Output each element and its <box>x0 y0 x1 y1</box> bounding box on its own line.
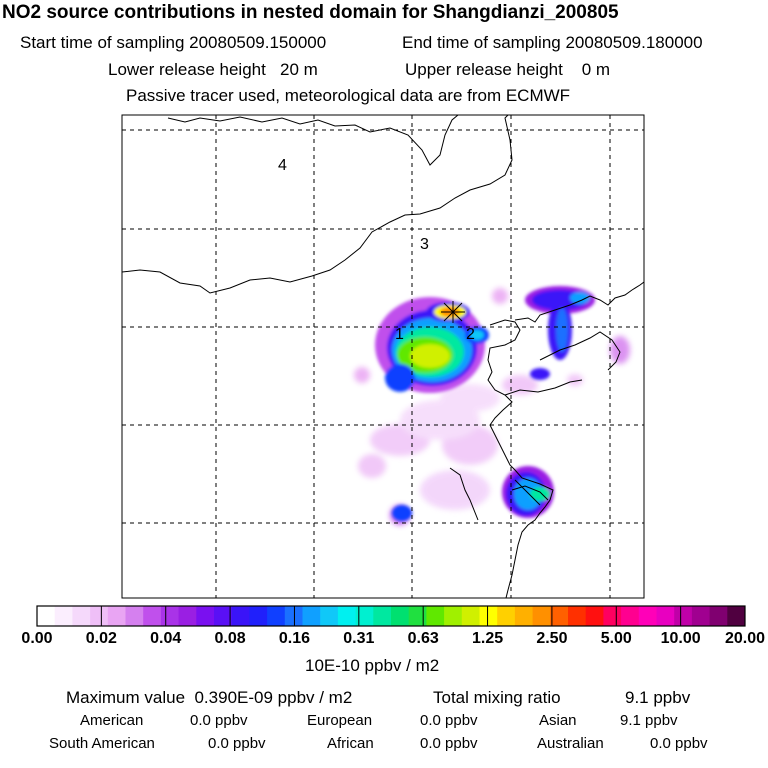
colorbar-cell <box>391 606 410 626</box>
colorbar-cell <box>54 606 73 626</box>
colorbar-cell <box>550 606 569 626</box>
colorbar-tick-label: 0.63 <box>407 630 439 647</box>
colorbar-cell <box>72 606 91 626</box>
colorbar-cell <box>603 606 622 626</box>
colorbar-tick-label: 0.08 <box>214 630 246 647</box>
colorbar-tick-label: 20.00 <box>724 630 766 647</box>
colorbar-cell <box>231 606 250 626</box>
colorbar-cell <box>373 606 392 626</box>
colorbar-cell <box>674 606 693 626</box>
colorbar-cell <box>479 606 498 626</box>
region-value-australian: 0.0 ppbv <box>650 735 708 752</box>
colorbar-tick-label: 0.00 <box>21 630 53 647</box>
coastline <box>122 115 644 598</box>
region-value-african: 0.0 ppbv <box>420 735 478 752</box>
colorbar-cell <box>461 606 480 626</box>
colorbar-cell <box>249 606 268 626</box>
colorbar-tick-label: 0.02 <box>85 630 117 647</box>
colorbar-cell <box>160 606 180 626</box>
colorbar-cell <box>196 606 215 626</box>
start-time-label: Start time of sampling 20080509.150000 <box>20 33 327 52</box>
colorbar-cell <box>621 606 640 626</box>
data-source-note: Passive tracer used, meteorological data… <box>126 86 571 105</box>
colorbar-cell <box>709 606 728 626</box>
colorbar-cell <box>37 606 56 626</box>
total-mixing-value: 9.1 ppbv <box>625 688 691 707</box>
region-name-african: African <box>327 735 374 752</box>
colorbar-cells <box>37 606 746 626</box>
colorbar-cell <box>125 606 144 626</box>
colorbar-cell <box>727 606 746 626</box>
region-label-3: 3 <box>420 236 429 253</box>
region-value-american: 0.0 ppbv <box>190 712 248 729</box>
region-name-american: American <box>80 712 144 729</box>
region-label-4: 4 <box>278 157 287 174</box>
colorbar-tick-label: 0.04 <box>150 630 182 647</box>
colorbar-unit: 10E-10 ppbv / m2 <box>305 656 440 675</box>
lower-release-label: Lower release height 20 m <box>108 60 318 79</box>
colorbar-cell <box>638 606 657 626</box>
colorbar-tick-label: 10.00 <box>660 630 701 647</box>
region-name-australian: Australian <box>537 735 604 752</box>
colorbar-tick-label: 1.25 <box>471 630 504 647</box>
upper-release-label: Upper release height 0 m <box>405 60 611 79</box>
receptor-marker <box>441 301 465 323</box>
colorbar-cell <box>585 606 604 626</box>
graticule <box>122 115 644 598</box>
colorbar-cell <box>656 606 675 626</box>
end-time-label: End time of sampling 20080509.180000 <box>402 33 703 52</box>
colorbar-tick-label: 0.16 <box>278 630 311 647</box>
colorbar-tick-label: 5.00 <box>600 630 632 647</box>
colorbar-cell <box>267 606 286 626</box>
colorbar-cell <box>302 606 321 626</box>
colorbar-cell <box>284 606 303 626</box>
plot-title: NO2 source contributions in nested domai… <box>2 2 619 23</box>
colorbar-cell <box>355 606 374 626</box>
region-value-asian: 9.1 ppbv <box>620 712 678 729</box>
region-value-european: 0.0 ppbv <box>420 712 478 729</box>
colorbar-cell <box>337 606 357 626</box>
map-frame <box>121 114 645 599</box>
colorbar-frame <box>36 605 746 627</box>
colorbar-tick-label: 0.31 <box>343 630 375 647</box>
region-name-european: European <box>307 712 373 729</box>
colorbar-cell <box>320 606 339 626</box>
colorbar-cell <box>107 606 126 626</box>
colorbar-cell <box>408 606 427 626</box>
colorbar-cell <box>178 606 197 626</box>
colorbar-cell <box>514 606 534 626</box>
colorbar-cell <box>691 606 711 626</box>
region-name-asian: Asian <box>539 712 577 729</box>
colorbar-cell <box>444 606 463 626</box>
colorbar-cell <box>568 606 587 626</box>
colorbar-cell <box>532 606 551 626</box>
region-label-1: 1 <box>395 326 404 343</box>
colorbar-cell <box>90 606 109 626</box>
colorbar-cell <box>214 606 233 626</box>
region-name-south-american: South American <box>49 735 155 752</box>
total-mixing-label: Total mixing ratio <box>433 688 561 707</box>
colorbar-cell <box>426 606 445 626</box>
maximum-value: Maximum value 0.390E-09 ppbv / m2 <box>66 688 353 707</box>
colorbar-cell <box>497 606 516 626</box>
colorbar-cell <box>143 606 162 626</box>
colorbar-tick-label: 2.50 <box>536 630 568 647</box>
region-value-south-american: 0.0 ppbv <box>208 735 266 752</box>
region-label-2: 2 <box>466 326 475 343</box>
